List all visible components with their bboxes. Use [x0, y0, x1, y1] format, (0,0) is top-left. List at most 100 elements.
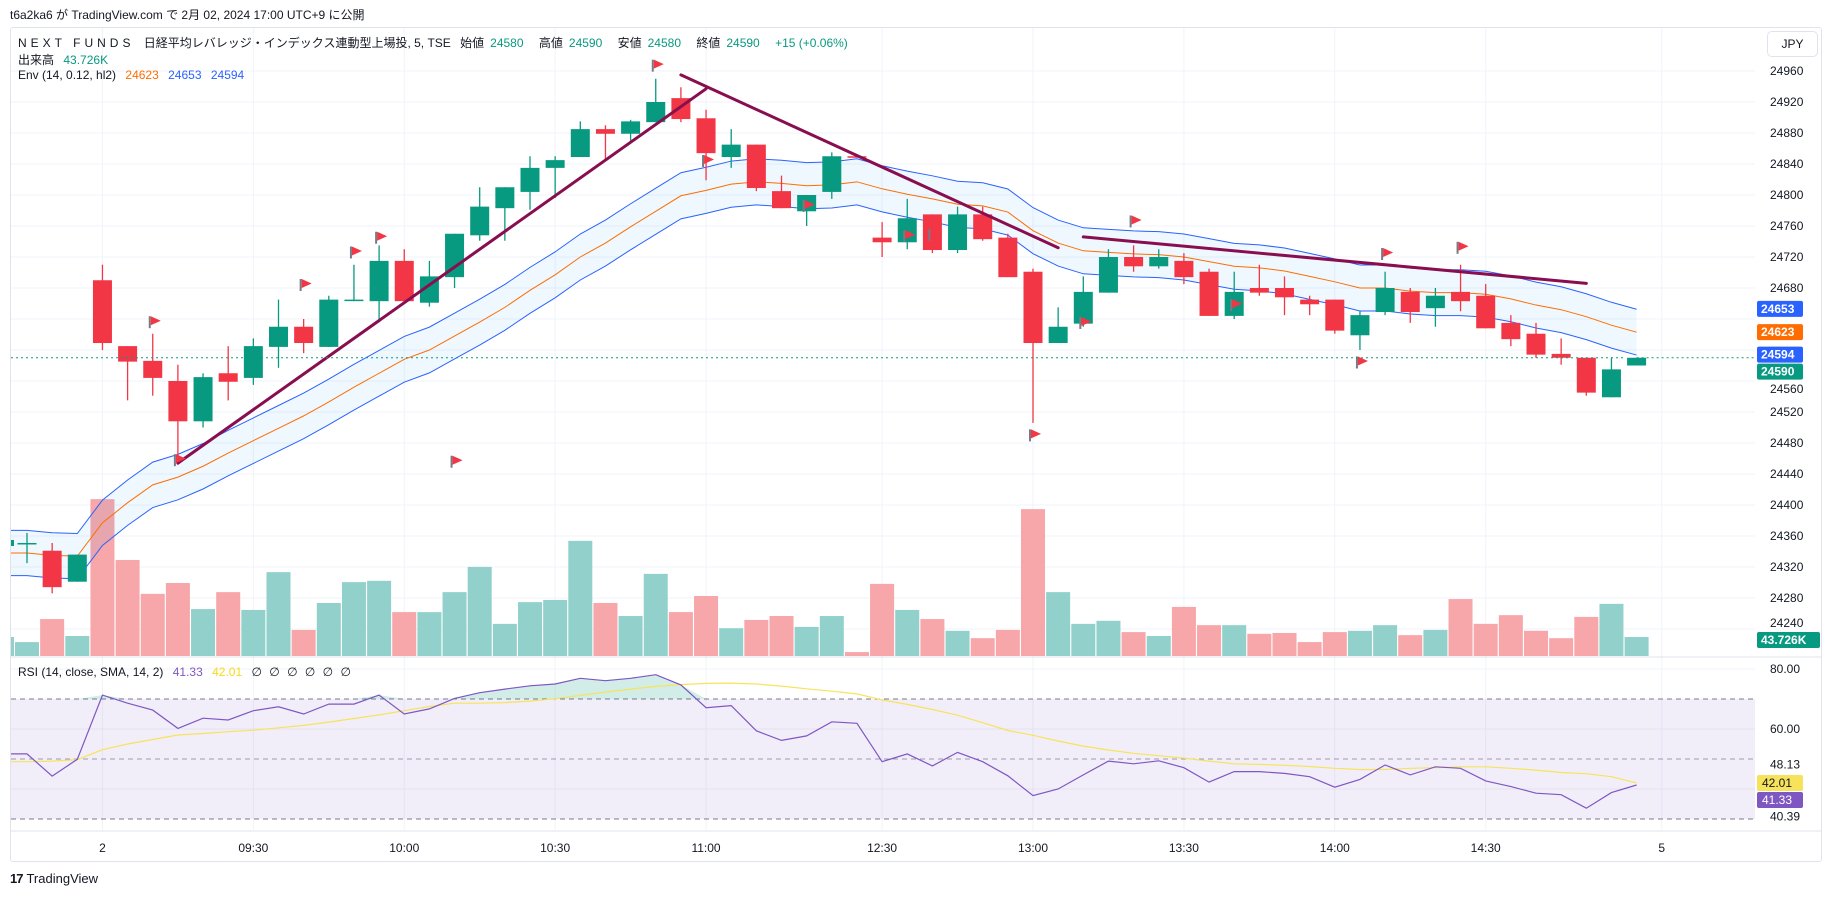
symbol-legend[interactable]: NEXT FUNDS 日経平均レバレッジ・インデックス連動型上場投, 5, TS… — [18, 34, 854, 51]
rsi-pane — [11, 668, 1755, 820]
candle — [445, 233, 465, 288]
tradingview-logo[interactable]: 17 TradingView — [10, 871, 98, 886]
candle — [1098, 249, 1118, 293]
chart-frame[interactable] — [10, 27, 1822, 862]
candle — [570, 121, 590, 158]
volume-bar — [417, 612, 442, 656]
volume-bar — [618, 616, 643, 656]
change-value: +15 (+0.06%) — [775, 36, 848, 50]
volume-bar — [40, 619, 65, 656]
candle — [1124, 245, 1144, 272]
candle-body — [595, 129, 615, 134]
rsi-legend[interactable]: RSI (14, close, SMA, 14, 2) 41.33 42.01 … — [18, 665, 355, 679]
candle — [1149, 249, 1169, 269]
volume-bar — [1121, 632, 1146, 656]
candle-body — [721, 144, 741, 158]
candle — [1023, 268, 1043, 423]
rsi-level-label: 48.13 — [1770, 758, 1800, 772]
candle — [1551, 338, 1571, 365]
volume-bar — [995, 629, 1020, 656]
volume-bar — [1222, 625, 1247, 656]
symbol-name[interactable]: NEXT FUNDS — [18, 36, 135, 50]
candle-body — [1425, 295, 1445, 309]
flag-shape — [1081, 316, 1092, 326]
candle — [545, 156, 565, 199]
volume-value-badge — [1757, 632, 1820, 648]
flag-shape — [905, 230, 916, 240]
flag-icon — [702, 155, 715, 167]
candle — [872, 222, 892, 257]
candle-body — [570, 129, 590, 158]
volume-bar — [291, 629, 316, 656]
close-label: 終値 — [696, 36, 721, 50]
volume-bar — [794, 626, 819, 656]
candle-body — [1023, 271, 1043, 344]
volume-bar — [1347, 630, 1372, 656]
volume-bar — [920, 619, 945, 656]
flag-icon — [903, 230, 916, 243]
flag-shape — [1232, 299, 1243, 309]
candle — [319, 295, 339, 347]
volume-bar — [65, 636, 90, 656]
currency-button[interactable]: JPY — [1767, 31, 1818, 57]
candle-body — [394, 260, 414, 302]
candle-body — [1501, 322, 1521, 340]
candle — [92, 264, 112, 350]
candle-body — [1551, 353, 1571, 358]
volume-bar — [15, 642, 39, 656]
price-tick-label: 24840 — [1770, 157, 1804, 171]
volume-bar — [744, 619, 769, 656]
volume-bar — [1171, 606, 1196, 656]
candle — [1199, 268, 1219, 316]
volume-bar — [1423, 629, 1448, 656]
candle-body — [1199, 271, 1219, 316]
candle-body — [118, 346, 138, 362]
candle-body — [168, 381, 188, 422]
candle-body — [344, 299, 364, 302]
volume-legend[interactable]: 出来高 43.726K — [18, 51, 114, 68]
flag-shape — [1458, 241, 1469, 251]
volume-bar — [1398, 635, 1423, 656]
candle — [646, 78, 666, 123]
time-tick-label: 10:00 — [389, 841, 419, 855]
candle-body — [1400, 291, 1420, 313]
candle-body — [193, 377, 213, 422]
time-tick-label: 5 — [1658, 841, 1665, 855]
candle — [746, 144, 766, 192]
envelope-indicator — [11, 158, 1637, 580]
volume-bar — [1021, 509, 1045, 656]
candle — [17, 532, 37, 564]
price-tick-label: 24760 — [1770, 219, 1804, 233]
candle — [1627, 357, 1647, 366]
time-tick-label: 14:30 — [1471, 841, 1501, 855]
rsi-value-badge-label: 41.33 — [1762, 793, 1792, 807]
volume-bar — [115, 559, 140, 656]
volume-bar — [1322, 632, 1347, 656]
candle-body — [294, 326, 314, 344]
volume-bar — [643, 573, 668, 656]
trendline — [679, 73, 1060, 250]
volume-bar — [593, 602, 618, 656]
candle — [797, 195, 817, 226]
price-tick-label: 24400 — [1770, 498, 1804, 512]
candle — [897, 198, 917, 250]
volume-bar — [1046, 592, 1071, 656]
candle-body — [1174, 260, 1194, 278]
drawings[interactable] — [148, 59, 1588, 468]
price-tick-label: 24280 — [1770, 591, 1804, 605]
rsi-value-badge — [1757, 791, 1803, 808]
price-badge — [1757, 300, 1803, 317]
volume-bar — [1624, 637, 1649, 656]
envelope-legend[interactable]: Env (14, 0.12, hl2) 24623 24653 24594 — [18, 68, 250, 82]
candle-body — [1350, 315, 1370, 336]
flag-icon — [450, 455, 463, 468]
rsi-value-badge-label: 42.01 — [1762, 776, 1792, 790]
candle-body — [218, 373, 238, 382]
candle-body — [1098, 257, 1118, 293]
candle-body — [17, 542, 37, 545]
flag-icon — [1230, 299, 1243, 312]
flag-icon — [299, 279, 312, 291]
candle — [520, 156, 540, 210]
volume-bar — [392, 612, 417, 656]
